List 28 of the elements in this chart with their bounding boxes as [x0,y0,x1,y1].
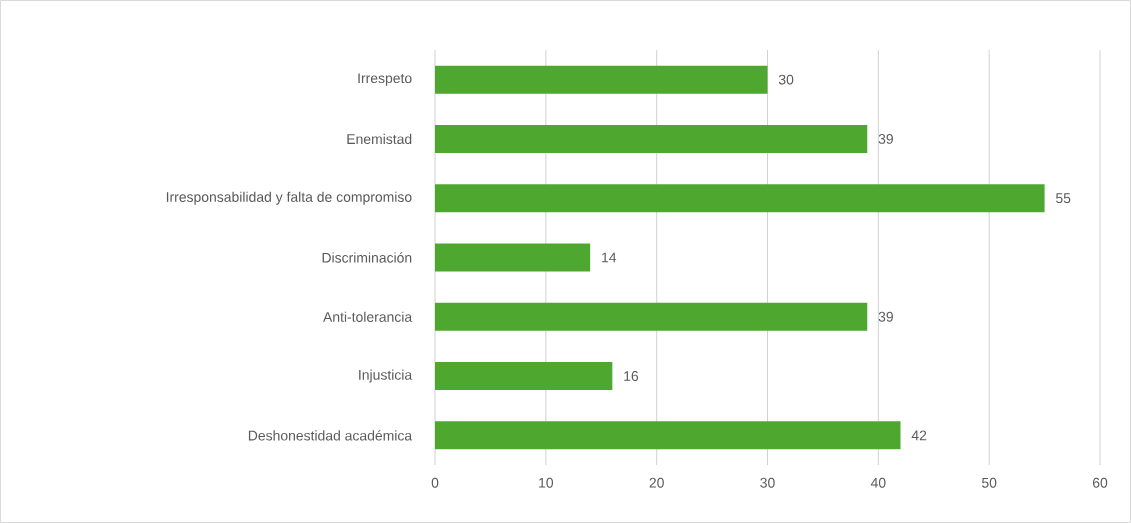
bar [435,421,901,450]
data-label: 42 [911,430,927,441]
y-tick-label: Irresponsabilidad y falta de compromiso [166,191,412,205]
x-tick-label: 10 [539,477,554,488]
y-tick-label: Irrespeto [358,73,412,86]
data-label: 30 [778,74,794,85]
y-tick-label: Enemistad [347,133,412,145]
bar [435,124,868,153]
x-tick-label: 0 [431,477,439,488]
y-tick-label: Deshonestidad académica [248,430,413,441]
data-label: 55 [1056,193,1071,204]
x-tick-label: 30 [760,477,775,488]
y-tick-label: Discriminación [322,252,412,263]
data-label: 14 [602,252,617,263]
x-tick-label: 60 [1092,477,1108,488]
x-tick-label: 40 [870,477,886,488]
y-tick-label: Injusticia [359,369,413,383]
bar [435,184,1045,213]
bar [435,302,868,331]
bar [435,362,613,391]
x-tick-label: 50 [981,477,997,488]
x-tick-label: 20 [649,477,664,488]
bar [435,65,768,94]
y-tick-label: Anti-tolerancia [323,311,413,322]
data-label: 39 [878,311,893,322]
data-label: 39 [878,133,893,144]
data-label: 16 [624,371,639,381]
bar [435,243,591,272]
